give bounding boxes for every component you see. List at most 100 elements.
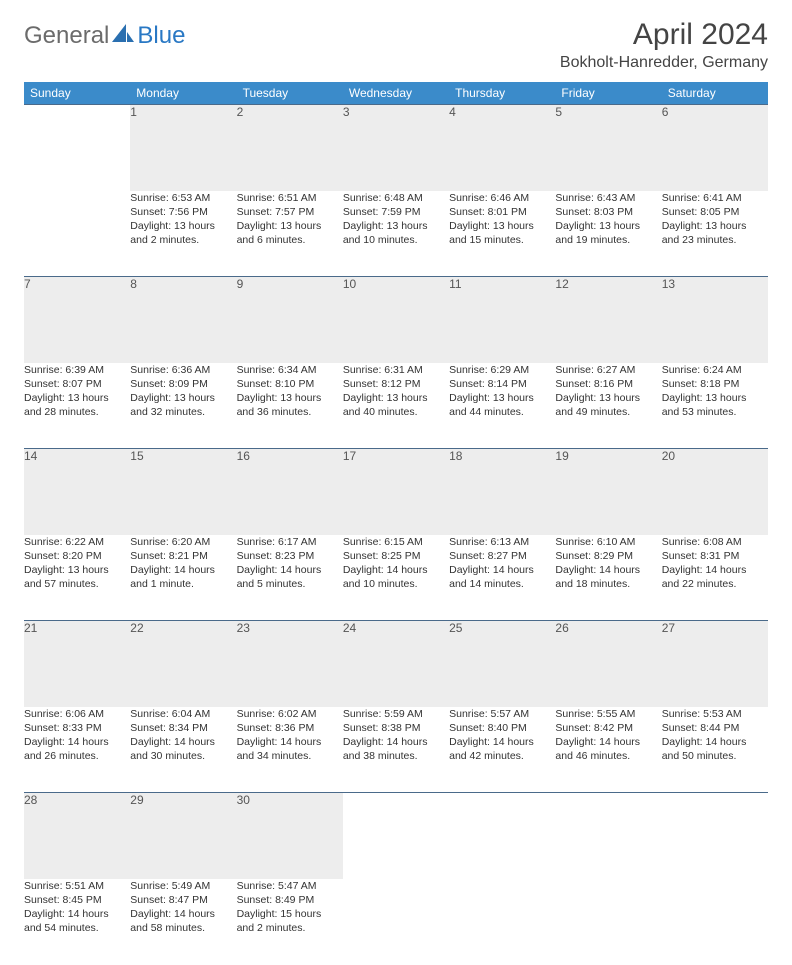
empty-day-cell	[449, 879, 555, 965]
sunrise-text: Sunrise: 6:46 AM	[449, 191, 555, 205]
daylight-text: and 26 minutes.	[24, 749, 130, 763]
day-number: 12	[555, 277, 661, 363]
day-number: 5	[555, 105, 661, 191]
day-cell: Sunrise: 6:10 AMSunset: 8:29 PMDaylight:…	[555, 535, 661, 621]
daylight-text: Daylight: 13 hours	[449, 219, 555, 233]
daylight-text: and 54 minutes.	[24, 921, 130, 935]
empty-day-cell	[555, 879, 661, 965]
weekday-header: Thursday	[449, 82, 555, 105]
day-number: 23	[237, 621, 343, 707]
daylight-text: Daylight: 14 hours	[237, 735, 343, 749]
brand-sail-icon	[112, 24, 134, 49]
sunset-text: Sunset: 8:21 PM	[130, 549, 236, 563]
day-number: 15	[130, 449, 236, 535]
daylight-text: and 49 minutes.	[555, 405, 661, 419]
sunset-text: Sunset: 8:31 PM	[662, 549, 768, 563]
sunrise-text: Sunrise: 6:20 AM	[130, 535, 236, 549]
daylight-text: Daylight: 14 hours	[130, 735, 236, 749]
day-cell: Sunrise: 6:08 AMSunset: 8:31 PMDaylight:…	[662, 535, 768, 621]
empty-daynum	[555, 793, 661, 879]
daylight-text: and 18 minutes.	[555, 577, 661, 591]
day-number: 27	[662, 621, 768, 707]
daylight-text: Daylight: 14 hours	[662, 735, 768, 749]
day-cell: Sunrise: 6:06 AMSunset: 8:33 PMDaylight:…	[24, 707, 130, 793]
daylight-text: Daylight: 13 hours	[237, 219, 343, 233]
sunrise-text: Sunrise: 6:04 AM	[130, 707, 236, 721]
day-cell: Sunrise: 6:20 AMSunset: 8:21 PMDaylight:…	[130, 535, 236, 621]
day-number: 17	[343, 449, 449, 535]
sunset-text: Sunset: 8:40 PM	[449, 721, 555, 735]
day-number: 20	[662, 449, 768, 535]
empty-day-cell	[662, 879, 768, 965]
brand-part1: General	[24, 22, 109, 50]
sunset-text: Sunset: 8:27 PM	[449, 549, 555, 563]
daylight-text: Daylight: 15 hours	[237, 907, 343, 921]
day-body-row: Sunrise: 6:39 AMSunset: 8:07 PMDaylight:…	[24, 363, 768, 449]
sunrise-text: Sunrise: 5:59 AM	[343, 707, 449, 721]
sunset-text: Sunset: 8:20 PM	[24, 549, 130, 563]
daylight-text: and 5 minutes.	[237, 577, 343, 591]
daylight-text: Daylight: 13 hours	[130, 219, 236, 233]
daylight-text: Daylight: 14 hours	[130, 563, 236, 577]
daylight-text: and 2 minutes.	[130, 233, 236, 247]
day-cell: Sunrise: 5:55 AMSunset: 8:42 PMDaylight:…	[555, 707, 661, 793]
sunrise-text: Sunrise: 6:53 AM	[130, 191, 236, 205]
daylight-text: Daylight: 14 hours	[343, 563, 449, 577]
day-cell: Sunrise: 6:15 AMSunset: 8:25 PMDaylight:…	[343, 535, 449, 621]
empty-daynum	[24, 105, 130, 191]
daylight-text: Daylight: 13 hours	[555, 219, 661, 233]
daylight-text: and 40 minutes.	[343, 405, 449, 419]
sunset-text: Sunset: 8:42 PM	[555, 721, 661, 735]
sunrise-text: Sunrise: 5:49 AM	[130, 879, 236, 893]
sunset-text: Sunset: 8:49 PM	[237, 893, 343, 907]
sunrise-text: Sunrise: 6:15 AM	[343, 535, 449, 549]
day-number: 14	[24, 449, 130, 535]
title-block: April 2024 Bokholt-Hanredder, Germany	[560, 18, 768, 72]
daylight-text: Daylight: 14 hours	[555, 563, 661, 577]
daylight-text: and 2 minutes.	[237, 921, 343, 935]
daylight-text: Daylight: 13 hours	[449, 391, 555, 405]
sunrise-text: Sunrise: 6:48 AM	[343, 191, 449, 205]
sunset-text: Sunset: 8:16 PM	[555, 377, 661, 391]
sunset-text: Sunset: 7:56 PM	[130, 205, 236, 219]
daylight-text: Daylight: 13 hours	[343, 219, 449, 233]
day-cell: Sunrise: 6:53 AMSunset: 7:56 PMDaylight:…	[130, 191, 236, 277]
sunrise-text: Sunrise: 6:02 AM	[237, 707, 343, 721]
day-cell: Sunrise: 5:49 AMSunset: 8:47 PMDaylight:…	[130, 879, 236, 965]
day-cell: Sunrise: 6:31 AMSunset: 8:12 PMDaylight:…	[343, 363, 449, 449]
sunset-text: Sunset: 8:07 PM	[24, 377, 130, 391]
weekday-header: Saturday	[662, 82, 768, 105]
weekday-header-row: Sunday Monday Tuesday Wednesday Thursday…	[24, 82, 768, 105]
sunset-text: Sunset: 8:09 PM	[130, 377, 236, 391]
day-body-row: Sunrise: 6:22 AMSunset: 8:20 PMDaylight:…	[24, 535, 768, 621]
day-number: 18	[449, 449, 555, 535]
sunrise-text: Sunrise: 6:08 AM	[662, 535, 768, 549]
brand-logo: General Blue	[24, 22, 185, 50]
day-number: 2	[237, 105, 343, 191]
day-number: 29	[130, 793, 236, 879]
calendar-body: 123456Sunrise: 6:53 AMSunset: 7:56 PMDay…	[24, 105, 768, 965]
daylight-text: Daylight: 14 hours	[555, 735, 661, 749]
sunset-text: Sunset: 8:10 PM	[237, 377, 343, 391]
daylight-text: and 22 minutes.	[662, 577, 768, 591]
sunrise-text: Sunrise: 6:41 AM	[662, 191, 768, 205]
daylight-text: and 34 minutes.	[237, 749, 343, 763]
sunset-text: Sunset: 8:34 PM	[130, 721, 236, 735]
weekday-header: Wednesday	[343, 82, 449, 105]
sunset-text: Sunset: 8:12 PM	[343, 377, 449, 391]
sunset-text: Sunset: 8:33 PM	[24, 721, 130, 735]
daylight-text: and 44 minutes.	[449, 405, 555, 419]
day-cell: Sunrise: 6:48 AMSunset: 7:59 PMDaylight:…	[343, 191, 449, 277]
sunrise-text: Sunrise: 6:27 AM	[555, 363, 661, 377]
daylight-text: Daylight: 13 hours	[237, 391, 343, 405]
day-cell: Sunrise: 5:47 AMSunset: 8:49 PMDaylight:…	[237, 879, 343, 965]
day-cell: Sunrise: 6:43 AMSunset: 8:03 PMDaylight:…	[555, 191, 661, 277]
sunrise-text: Sunrise: 6:06 AM	[24, 707, 130, 721]
daylight-text: and 50 minutes.	[662, 749, 768, 763]
day-cell: Sunrise: 6:51 AMSunset: 7:57 PMDaylight:…	[237, 191, 343, 277]
sunrise-text: Sunrise: 6:10 AM	[555, 535, 661, 549]
sunrise-text: Sunrise: 6:22 AM	[24, 535, 130, 549]
daylight-text: and 23 minutes.	[662, 233, 768, 247]
sunset-text: Sunset: 8:38 PM	[343, 721, 449, 735]
daylight-text: Daylight: 14 hours	[130, 907, 236, 921]
